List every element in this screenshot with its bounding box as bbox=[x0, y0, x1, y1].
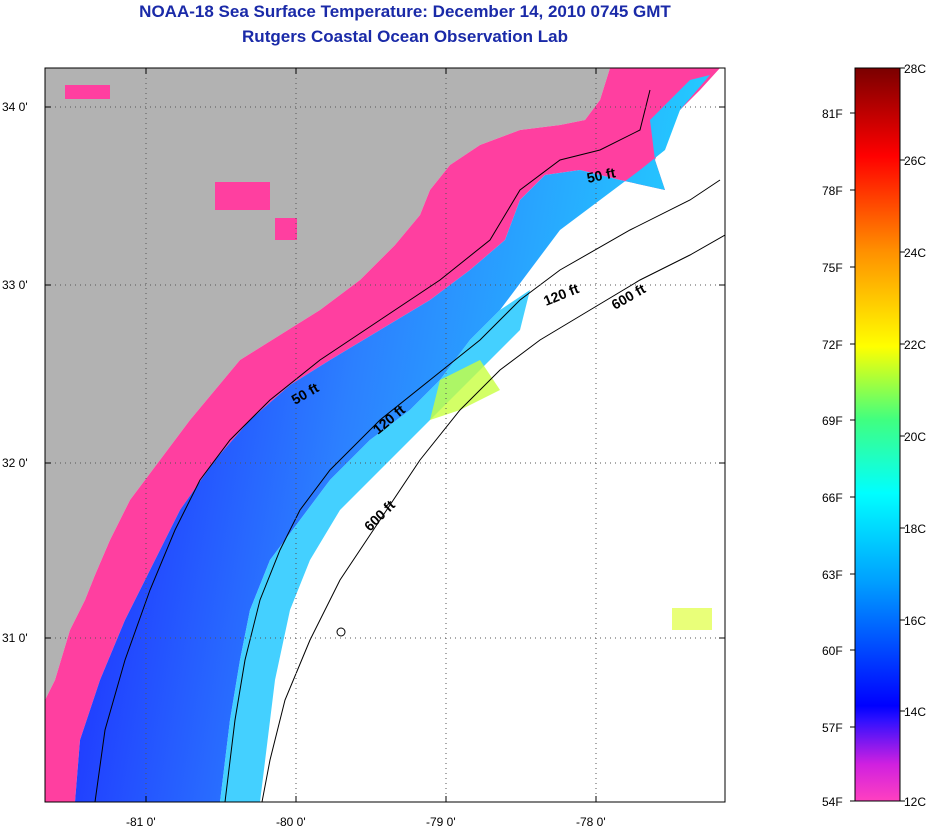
contour-600ft bbox=[261, 234, 725, 802]
nearshore-warm-band bbox=[45, 68, 720, 802]
lat-label: 32 0' bbox=[2, 456, 28, 470]
contour-120ft bbox=[224, 179, 721, 802]
colorbar-f-label: 66F bbox=[822, 491, 843, 505]
chart-title: NOAA-18 Sea Surface Temperature: Decembe… bbox=[139, 2, 671, 21]
colorbar-c-label: 18C bbox=[904, 522, 926, 536]
colorbar-f-label: 63F bbox=[822, 568, 843, 582]
colorbar-c-label: 28C bbox=[904, 62, 926, 76]
contour-label-50ft-north: 50 ft bbox=[585, 164, 617, 186]
inland-patch bbox=[275, 218, 297, 240]
colorbar-f-label: 57F bbox=[822, 721, 843, 735]
lon-label: -79 0' bbox=[426, 815, 456, 829]
temperature-colorbar bbox=[854, 67, 901, 802]
lat-label: 31 0' bbox=[2, 631, 28, 645]
lon-label: -78 0' bbox=[576, 815, 606, 829]
lon-label: -81 0' bbox=[126, 815, 156, 829]
lat-lon-grid bbox=[45, 68, 725, 802]
colorbar-c-label: 14C bbox=[904, 705, 926, 719]
colorbar-c-label: 20C bbox=[904, 430, 926, 444]
lat-label: 34 0' bbox=[2, 100, 28, 114]
colorbar-c-label: 24C bbox=[904, 246, 926, 260]
lon-label: -80 0' bbox=[276, 815, 306, 829]
lat-label: 33 0' bbox=[2, 278, 28, 292]
colorbar-f-label: 81F bbox=[822, 107, 843, 121]
colorbar-f-label: 54F bbox=[822, 795, 843, 809]
chart-subtitle: Rutgers Coastal Ocean Observation Lab bbox=[242, 27, 568, 46]
offshore-speckle bbox=[672, 608, 712, 630]
colorbar-f-label: 78F bbox=[822, 184, 843, 198]
land-area bbox=[45, 68, 610, 700]
colorbar-f-label: 60F bbox=[822, 644, 843, 658]
map-frame bbox=[44, 67, 726, 803]
warm-speckle bbox=[430, 360, 500, 420]
colorbar-f-label: 69F bbox=[822, 414, 843, 428]
cold-water-band bbox=[75, 75, 710, 802]
colorbar-f-label: 75F bbox=[822, 261, 843, 275]
colorbar-c-label: 12C bbox=[904, 795, 926, 809]
inland-patch bbox=[65, 85, 110, 99]
colorbar-c-label: 16C bbox=[904, 614, 926, 628]
contour-50ft bbox=[94, 89, 651, 802]
colorbar-c-label: 26C bbox=[904, 154, 926, 168]
colorbar-c-label: 22C bbox=[904, 338, 926, 352]
colorbar-f-label: 72F bbox=[822, 338, 843, 352]
inland-patch bbox=[215, 182, 270, 210]
